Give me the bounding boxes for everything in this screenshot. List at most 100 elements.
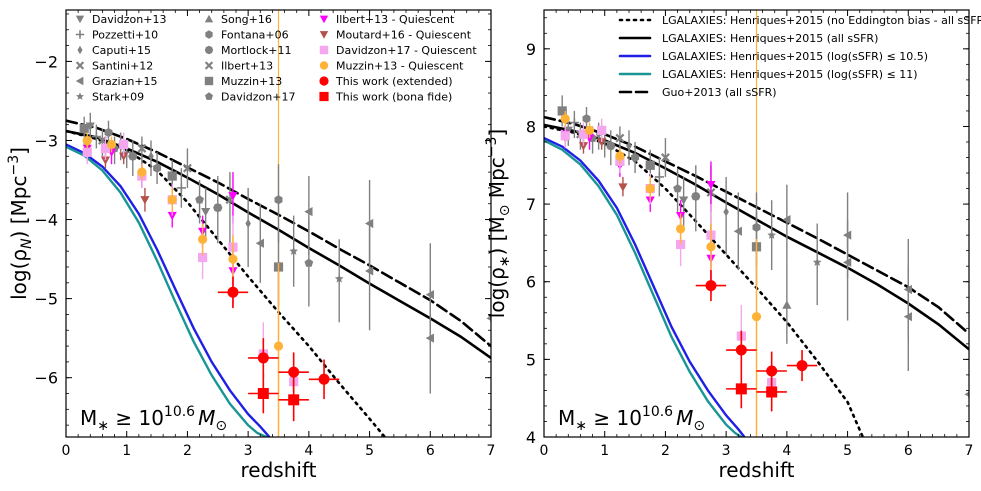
data-point-this-work-extended: [766, 365, 778, 377]
x-tick-label: 7: [487, 443, 496, 459]
legend-label: Ilbert+13: [221, 60, 273, 73]
annotation-superscript: 10.6: [642, 404, 673, 420]
y-label-part: ) [Mpc: [7, 176, 31, 239]
legend-label: LGALAXIES: Henriques+2015 (no Eddington …: [662, 14, 981, 27]
y-label-subscript: N: [19, 238, 35, 249]
legend-marker-muzzin-13-quiescent: [319, 61, 329, 70]
legend-label: Moutard+16 - Quiescent: [336, 29, 472, 42]
data-point-muzzin-13-quiescent: [615, 151, 625, 161]
model-line-lgalaxies-henriques-2015-log-ssfr-11: [544, 139, 743, 437]
x-tick-label: 5: [843, 443, 852, 459]
legend-marker-this-work-extended: [319, 76, 329, 86]
mass-threshold-annotation: M∗ ≥ 1010.6 M⊙: [558, 404, 705, 434]
right-panel-stellar-mass-density: 0 1 2 3 4 5 6 7 4 5 6 7 8 9 redshift log(ρ∗) [M⊙ Mpc−3]…: [484, 9, 981, 482]
data-point-literature-all-galaxies: [274, 195, 283, 205]
y-label-part: ) [M: [485, 216, 509, 255]
data-point-davidzon-17-quiescent: [597, 125, 607, 135]
data-point-this-work-bona-fide: [288, 394, 300, 406]
legend-marker-fontana-06: [205, 30, 213, 39]
x-tick-label: 0: [62, 443, 71, 459]
legend-marker-mortlock-11: [204, 45, 214, 55]
data-point-muzzin-13-quiescent: [645, 183, 655, 194]
data-point-ilbert-13-quiescent: [228, 192, 238, 201]
data-point-moutard-16-quiescent: [597, 138, 607, 147]
legend-lines: LGALAXIES: Henriques+2015 (no Eddington …: [618, 14, 981, 99]
data-point-moutard-16-quiescent: [119, 152, 129, 161]
data-point-moutard-16-quiescent: [140, 196, 150, 205]
y-tick-label: 7: [526, 195, 536, 214]
model-line-lgalaxies-henriques-2015-log-ssfr-10-5: [544, 136, 746, 437]
legend-label: This work (extended): [335, 75, 453, 88]
model-line-lgalaxies-henriques-2015-no-eddington-bias-all-ssfr: [66, 129, 387, 437]
data-point-literature-all-galaxies: [767, 230, 777, 239]
data-point-literature-all-galaxies: [582, 114, 591, 124]
y-label-subscript: ∗: [497, 255, 513, 267]
data-point-literature-all-galaxies: [128, 151, 138, 161]
data-point-literature-all-galaxies: [812, 257, 822, 267]
data-point-literature-all-galaxies: [289, 246, 299, 255]
annotation-part: M: [80, 406, 97, 430]
y-axis-label: log(ρN) [Mpc−3]: [6, 147, 35, 300]
x-axis-label: redshift: [719, 458, 795, 482]
data-point-this-work-bona-fide: [766, 386, 778, 398]
x-tick-label: 4: [782, 443, 791, 459]
data-point-muzzin-13-quiescent: [676, 224, 686, 234]
data-point-literature-all-galaxies: [645, 160, 655, 170]
model-line-lgalaxies-henriques-2015-log-ssfr-11: [66, 145, 268, 437]
data-point-literature-all-galaxies: [782, 300, 792, 309]
x-axis-label: redshift: [241, 458, 317, 482]
data-point-muzzin-13-quiescent: [198, 234, 208, 244]
data-point-literature-all-galaxies: [606, 141, 616, 151]
data-point-literature-all-galaxies: [679, 196, 689, 205]
legend-label: Caputi+15: [92, 44, 151, 57]
legend-marker-this-work-bona-fide: [319, 91, 329, 102]
y-label-superscript: −3: [6, 155, 22, 176]
data-point-this-work-extended: [796, 360, 808, 372]
y-label-part: Mpc: [485, 157, 509, 204]
data-point-this-work-extended: [288, 366, 300, 378]
data-point-literature-all-galaxies: [782, 215, 791, 225]
data-point-muzzin-13-quiescent: [751, 312, 762, 322]
plot-area: [544, 10, 969, 437]
data-point-davidzon-17-quiescent: [578, 129, 589, 139]
legend-label: Davidzon+17 - Quiescent: [336, 44, 477, 57]
data-point-moutard-16-quiescent: [100, 156, 111, 165]
data-point-davidzon-17-quiescent: [198, 252, 208, 263]
legend-marker-moutard-16-quiescent: [319, 31, 329, 39]
x-tick-label: 0: [540, 443, 549, 459]
data-point-literature-all-galaxies: [148, 151, 154, 161]
legend-marker-davidzon-13: [75, 15, 85, 24]
y-tick-label: −2: [34, 52, 58, 71]
data-point-literature-all-galaxies: [364, 266, 374, 276]
left-panel-number-density: 0 1 2 3 4 5 6 7 −2 −3 −4 −5 −6 redshift log(ρN) [Mpc−3…: [6, 9, 496, 482]
data-point-literature-all-galaxies: [660, 153, 670, 162]
x-tick-label: 6: [426, 443, 435, 459]
annotation-part: M: [558, 406, 575, 430]
data-point-literature-all-galaxies: [195, 195, 204, 204]
data-point-muzzin-13-quiescent: [584, 125, 595, 135]
plot-area: [66, 10, 491, 437]
legend-label: Grazian+15: [92, 75, 158, 88]
data-point-literature-all-galaxies: [691, 191, 701, 201]
legend-label: Fontana+06: [221, 29, 289, 42]
data-point-literature-all-galaxies: [733, 226, 742, 236]
annotation-part: M: [198, 406, 215, 430]
annotation-part: ≥ 10: [109, 406, 164, 430]
x-tick-label: 2: [183, 443, 192, 459]
data-point-davidzon-17-quiescent: [119, 139, 129, 150]
legend-label: Mortlock+11: [221, 44, 291, 57]
data-point-muzzin-13-quiescent: [706, 242, 716, 252]
legend-marker-davidzon-17: [205, 92, 213, 100]
x-tick-label: 4: [304, 443, 313, 459]
data-point-muzzin-13-quiescent: [82, 135, 92, 146]
y-tick-label: 8: [526, 117, 536, 136]
data-point-literature-all-galaxies: [654, 172, 664, 182]
data-point-literature-all-galaxies: [255, 238, 264, 248]
legend-marker-song-16: [204, 14, 214, 23]
data-point-literature-all-galaxies: [182, 163, 192, 173]
legend-label: LGALAXIES: Henriques+2015 (log(sSFR) ≤ 1…: [662, 68, 918, 81]
y-label-subscript: ⊙: [497, 205, 513, 217]
x-tick-label: 1: [122, 443, 131, 459]
legend-label: Song+16: [221, 13, 272, 26]
